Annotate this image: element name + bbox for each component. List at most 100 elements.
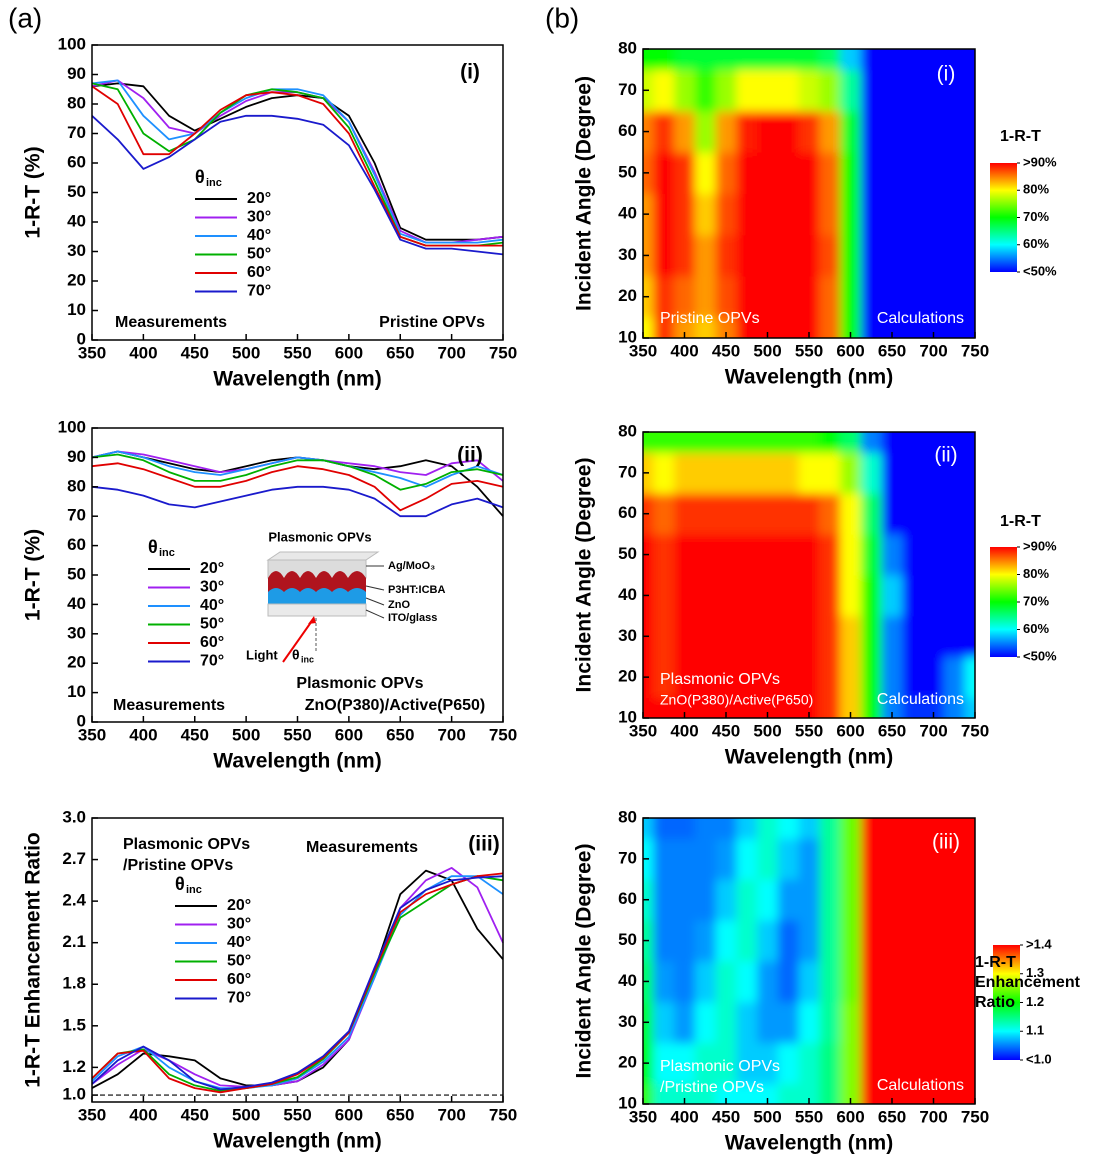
- heatmap-cell: [943, 152, 966, 194]
- heatmap-cell: [798, 1001, 820, 1044]
- data-line: [91, 875, 504, 1092]
- heatmap-cell: [694, 879, 717, 921]
- y-tick-label: 90: [67, 64, 86, 83]
- y-tick-label: 50: [67, 182, 86, 201]
- heatmap-cell: [757, 838, 779, 880]
- heatmap-cell: [923, 838, 945, 880]
- heatmap-cell: [715, 69, 737, 112]
- heatmap-cell: [964, 276, 975, 318]
- x-tick-label: 700: [437, 1105, 465, 1124]
- heatmap-cell: [860, 656, 883, 699]
- y-tick-label: 60: [618, 121, 637, 140]
- heatmap-cell: [736, 317, 758, 338]
- y-tick-label: 10: [618, 1093, 637, 1112]
- y-axis-title: 1-R-T Enhancement Ratio: [22, 832, 45, 1088]
- heatmap-cell: [819, 1083, 841, 1104]
- heatmap-cell: [881, 493, 903, 535]
- heatmap-cell: [881, 193, 903, 236]
- heatmap-cell: [902, 615, 924, 658]
- heatmap-cell: [964, 1042, 975, 1085]
- x-tick-label: 600: [335, 725, 363, 744]
- heatmap-cell: [819, 69, 841, 112]
- colorbar-title: Enhancement: [975, 974, 1081, 991]
- x-tick-label: 700: [919, 721, 947, 740]
- heatmap-cell: [798, 49, 820, 71]
- x-tick-label: 750: [961, 721, 989, 740]
- heatmap-cell: [798, 1042, 820, 1085]
- heatmap-cell: [798, 276, 820, 318]
- heatmap-cell: [757, 452, 779, 494]
- heatmap-cell: [777, 1083, 800, 1104]
- heatmap-cell: [694, 818, 717, 839]
- inset-angle: θ: [292, 647, 300, 663]
- heatmap-cell: [777, 1042, 800, 1085]
- heatmap-cell: [694, 697, 717, 718]
- legend-label: 20°: [247, 190, 271, 207]
- heatmap-cell: [840, 276, 862, 318]
- heatmap-cell: [840, 432, 862, 453]
- legend-label: 40°: [227, 934, 251, 951]
- heatmap-cell: [777, 920, 800, 962]
- heatmap-cell: [964, 110, 975, 153]
- legend-label: 50°: [200, 616, 224, 633]
- heatmap-cell: [881, 615, 903, 658]
- heatmap-cell: [943, 1001, 966, 1044]
- heatmap-cell: [653, 534, 675, 576]
- heatmap-cell: [757, 152, 779, 194]
- heatmap-cell: [964, 452, 975, 494]
- heatmap-cell: [840, 879, 862, 921]
- x-tick-label: 400: [129, 1105, 157, 1124]
- y-tick-label: 60: [618, 889, 637, 908]
- x-tick-label: 400: [129, 343, 157, 362]
- heatmap-cell: [840, 534, 862, 576]
- y-tick-label: 20: [67, 270, 86, 289]
- heatmap-cell: [653, 193, 675, 236]
- heatmap-cell: [694, 615, 717, 658]
- x-tick-label: 700: [437, 343, 465, 362]
- legend-title: θ: [175, 874, 185, 894]
- heatmap-cell: [674, 656, 696, 699]
- colorbar: [990, 547, 1017, 657]
- heatmap-cell: [902, 193, 924, 236]
- x-axis-title: Wavelength (nm): [213, 750, 381, 773]
- heatmap-cell: [694, 432, 717, 453]
- inset-layer-label: P3HT:ICBA: [388, 584, 446, 596]
- heatmap-cell: [694, 452, 717, 494]
- heatmap-cell: [715, 110, 737, 153]
- heatmap-cell: [819, 818, 841, 839]
- heatmap-cell: [881, 49, 903, 71]
- heatmap-cell: [943, 697, 966, 718]
- heatmap-cell: [819, 152, 841, 194]
- heatmap-cell: [902, 656, 924, 699]
- heatmap-cell: [694, 317, 717, 338]
- heatmap-cell: [840, 1001, 862, 1044]
- colorbar-tick-label: <50%: [1023, 263, 1057, 278]
- y-tick-label: 30: [618, 245, 637, 264]
- y-tick-label: 10: [67, 300, 86, 319]
- heatmap-cell: [923, 69, 945, 112]
- heatmap-cell: [653, 961, 675, 1003]
- heatmap-cell: [902, 234, 924, 277]
- y-tick-label: 80: [618, 421, 637, 440]
- heatmap-cell: [694, 1042, 717, 1085]
- heatmap-cell: [923, 317, 945, 338]
- x-tick-label: 450: [181, 343, 209, 362]
- heatmap-cell: [798, 317, 820, 338]
- heatmap-cell: [757, 656, 779, 699]
- data-line: [91, 82, 504, 241]
- y-tick-label: 80: [618, 38, 637, 57]
- heatmap-cell: [902, 110, 924, 153]
- heatmap-cell: [674, 234, 696, 277]
- colorbar-tick-label: 1.2: [1026, 994, 1044, 1009]
- heatmap-cell: [736, 234, 758, 277]
- legend-title: θ: [195, 167, 205, 187]
- heatmap-cell: [902, 575, 924, 617]
- heatmap-cell: [674, 193, 696, 236]
- heatmap-cell: [819, 961, 841, 1003]
- x-tick-label: 600: [836, 721, 864, 740]
- annotation: Pristine OPVs: [660, 310, 760, 327]
- x-tick-label: 750: [961, 341, 989, 360]
- heatmap-cell: [964, 656, 975, 699]
- heatmap-cell: [736, 152, 758, 194]
- heatmap-cell: [674, 818, 696, 839]
